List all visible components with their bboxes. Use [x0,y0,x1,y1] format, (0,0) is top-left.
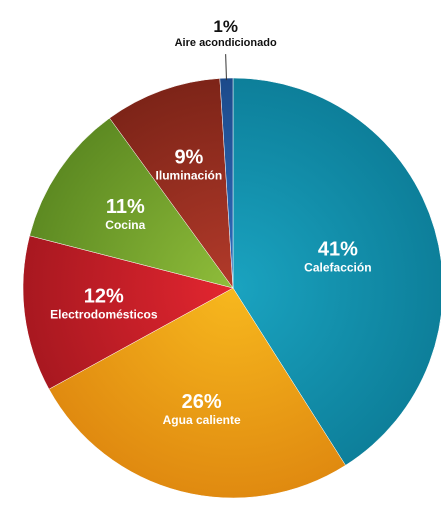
category-label-electrodomesticos: Electrodomésticos [50,307,158,321]
value-label-calefaccion: 41% [318,239,358,261]
value-label-electrodomesticos: 12% [84,285,124,307]
category-label-agua-caliente: Agua caliente [163,413,241,427]
pie-slices [22,77,441,499]
category-label-calefaccion: Calefacción [304,261,371,275]
value-label-cocina: 11% [106,196,145,218]
pie-slice-electrodomesticos [22,235,234,390]
leader-line-aire-acondicionado [225,54,227,81]
value-label-aire-acondicionado: 1% [213,17,238,36]
value-label-iluminacion: 9% [174,146,203,168]
pie-slice-cocina [29,117,234,289]
pie-slice-calefaccion [232,77,441,466]
category-label-aire-acondicionado: Aire acondicionado [175,37,277,49]
value-label-agua-caliente: 26% [182,391,222,413]
category-label-iluminacion: Iluminación [156,168,223,182]
pie-slice-agua-caliente [48,287,346,499]
pie-labels: 41%Calefacción 26%Agua caliente 12%Electro… [50,17,371,427]
category-label-cocina: Cocina [105,218,145,232]
pie-slice-iluminacion [109,78,234,289]
